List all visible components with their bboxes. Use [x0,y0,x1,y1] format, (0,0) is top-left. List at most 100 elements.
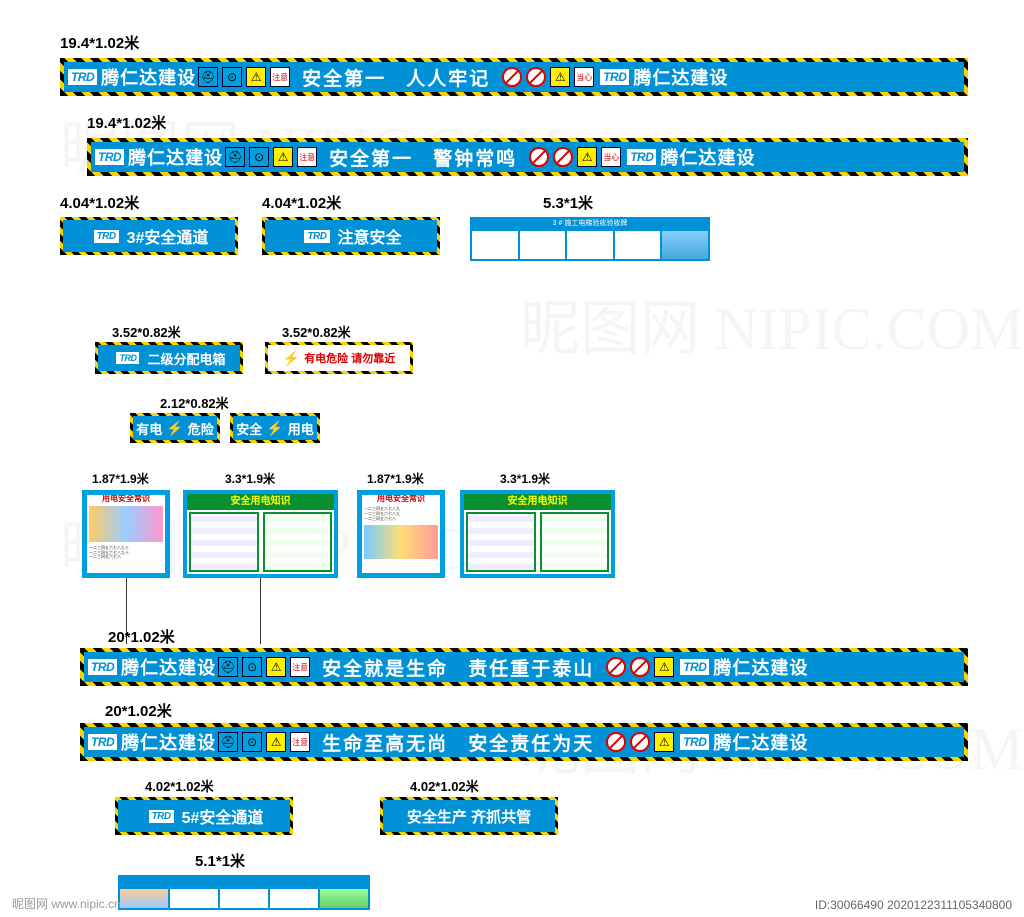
logo-icon: TRD [600,69,629,85]
footer-left: 昵图网 www.nipic.cn [12,895,121,912]
warning-icon: ⚠ [654,657,674,677]
panel-cell [119,888,169,909]
dim-label: 19.4*1.02米 [60,32,139,53]
poster-panel [189,512,259,572]
logo-icon: TRD [94,230,119,243]
caution-icon: 注意 [297,147,317,167]
panel-cell [169,888,219,909]
helmet-icon: ⛑ [225,147,245,167]
company-name: 腾仁达建设 [101,64,196,90]
poster-body: 一二三四五六七八九十一二三四五六七八九十一二三四五六七八 [87,544,165,562]
logo-icon: TRD [88,734,117,750]
prohibit-icon [606,732,626,752]
warning-icon: ⚠ [577,147,597,167]
dim-label: 20*1.02米 [108,626,175,647]
prohibit-icon [502,67,522,87]
dim-label: 3.52*0.82米 [112,322,181,341]
company-name: 腾仁达建设 [633,64,728,90]
sign-text: 用电 [288,419,314,438]
dim-label: 20*1.02米 [105,700,172,721]
sign-text: 3#安全通道 [127,224,209,248]
poster-panel [540,512,610,572]
sign-text: 安全生产 齐抓共管 [407,806,531,827]
caution-icon: 当心 [574,67,594,87]
warning-icon: ⚠ [273,147,293,167]
dim-label: 2.12*0.82米 [160,393,229,412]
long-banner-4: TRD 腾仁达建设 ⛑ ⊙ ⚠ 注意 生命至高无尚 安全责任为天 ⚠ TRD 腾… [80,723,968,761]
poster-elec-safety: 用电安全常识 一二三四五六七八九十一二三四五六七八九十一二三四五六七八 [82,490,170,578]
warning-icon: ⚠ [654,732,674,752]
info-panel-elevator: 3 # 施工电梯验收验收牌 [470,217,710,261]
company-name: 腾仁达建设 [121,654,216,680]
prohibit-icon [630,732,650,752]
dim-label: 5.3*1米 [543,192,593,213]
sign-text: 二级分配电箱 [147,349,225,368]
small-banner-attention: TRD 注意安全 [262,217,440,255]
warning-icon: ⚠ [246,67,266,87]
prohibit-icon [529,147,549,167]
dim-label: 4.04*1.02米 [60,192,139,213]
mandatory-icon: ⊙ [249,147,269,167]
bolt-icon: ⚡ [266,420,283,437]
mandatory-icon: ⊙ [242,657,262,677]
poster-green-2: 安全用电知识 [460,490,615,578]
slogan-text: 生命至高无尚 [322,729,448,756]
poster-panel [263,512,333,572]
small-banner-passage3: TRD 3#安全通道 [60,217,238,255]
panel-cell [319,888,369,909]
panel-cell [661,230,709,260]
poster-title: 用电安全常识 [87,495,165,504]
poster-illustration [89,506,163,542]
dim-label: 4.02*1.02米 [145,776,214,795]
caution-icon: 当心 [601,147,621,167]
panel-cell [269,888,319,909]
info-panel-bottom [118,875,370,910]
slogan-text: 安全第一 [302,64,386,91]
dim-label: 4.02*1.02米 [410,776,479,795]
warning-icon: ⚠ [550,67,570,87]
panel-cell [566,230,614,260]
long-banner-3: TRD 腾仁达建设 ⛑ ⊙ ⚠ 注意 安全就是生命 责任重于泰山 ⚠ TRD 腾… [80,648,968,686]
company-name: 腾仁达建设 [121,729,216,755]
warning-icon: ⚠ [266,657,286,677]
shock-icon: ⚡ [283,350,300,367]
slogan-text: 安全责任为天 [468,729,594,756]
connector-line [260,578,261,644]
sign-text: 安全 [236,419,262,438]
poster-title: 用电安全常识 [362,495,440,504]
sign-text: 有电 [136,419,162,438]
company-name: 腾仁达建设 [660,144,755,170]
logo-icon: TRD [680,659,709,675]
helmet-icon: ⛑ [218,657,238,677]
prohibit-icon [553,147,573,167]
panel-cell [471,230,519,260]
logo-icon: TRD [627,149,656,165]
prohibit-icon [630,657,650,677]
dim-label: 4.04*1.02米 [262,192,341,213]
company-name: 腾仁达建设 [713,654,808,680]
dim-label: 5.1*1米 [195,850,245,871]
dim-label: 3.3*1.9米 [225,470,275,487]
slogan-text: 责任重于泰山 [468,654,594,681]
company-name: 腾仁达建设 [128,144,223,170]
warning-icon: ⚠ [266,732,286,752]
logo-icon: TRD [68,69,97,85]
poster-illustration [364,525,438,559]
prohibit-icon [606,657,626,677]
panel-header: 3 # 施工电梯验收验收牌 [471,218,709,230]
helmet-icon: ⛑ [198,67,218,87]
helmet-icon: ⛑ [218,732,238,752]
dim-label: 19.4*1.02米 [87,112,166,133]
dim-label: 3.3*1.9米 [500,470,550,487]
panel-cell [219,888,269,909]
slogan-text: 安全第一 [329,144,413,171]
panel-header [119,876,369,888]
caution-icon: 注意 [270,67,290,87]
logo-icon: TRD [149,810,174,823]
mandatory-icon: ⊙ [222,67,242,87]
slogan-text: 人人牢记 [406,64,490,91]
bolt-icon: ⚡ [166,420,183,437]
small-banner-elec-danger: 有电 ⚡ 危险 [130,413,220,443]
caution-icon: 注意 [290,657,310,677]
sign-text: 5#安全通道 [182,804,264,828]
